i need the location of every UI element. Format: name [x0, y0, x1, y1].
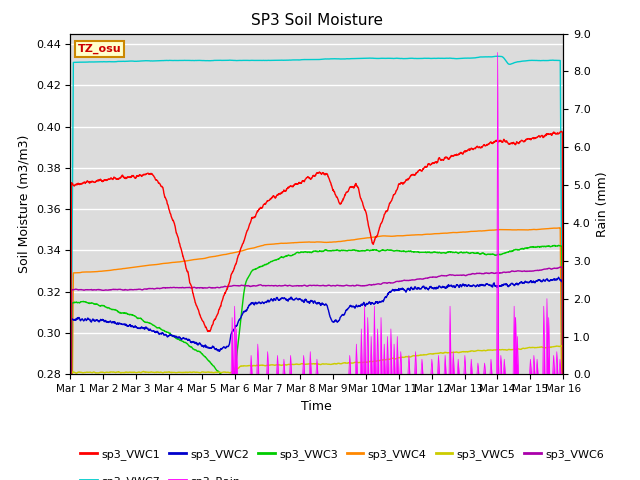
Legend: sp3_VWC7, sp3_Rain: sp3_VWC7, sp3_Rain [76, 472, 245, 480]
Text: TZ_osu: TZ_osu [78, 44, 122, 54]
Title: SP3 Soil Moisture: SP3 Soil Moisture [251, 13, 383, 28]
X-axis label: Time: Time [301, 400, 332, 413]
Y-axis label: Rain (mm): Rain (mm) [596, 171, 609, 237]
Y-axis label: Soil Moisture (m3/m3): Soil Moisture (m3/m3) [17, 135, 30, 273]
